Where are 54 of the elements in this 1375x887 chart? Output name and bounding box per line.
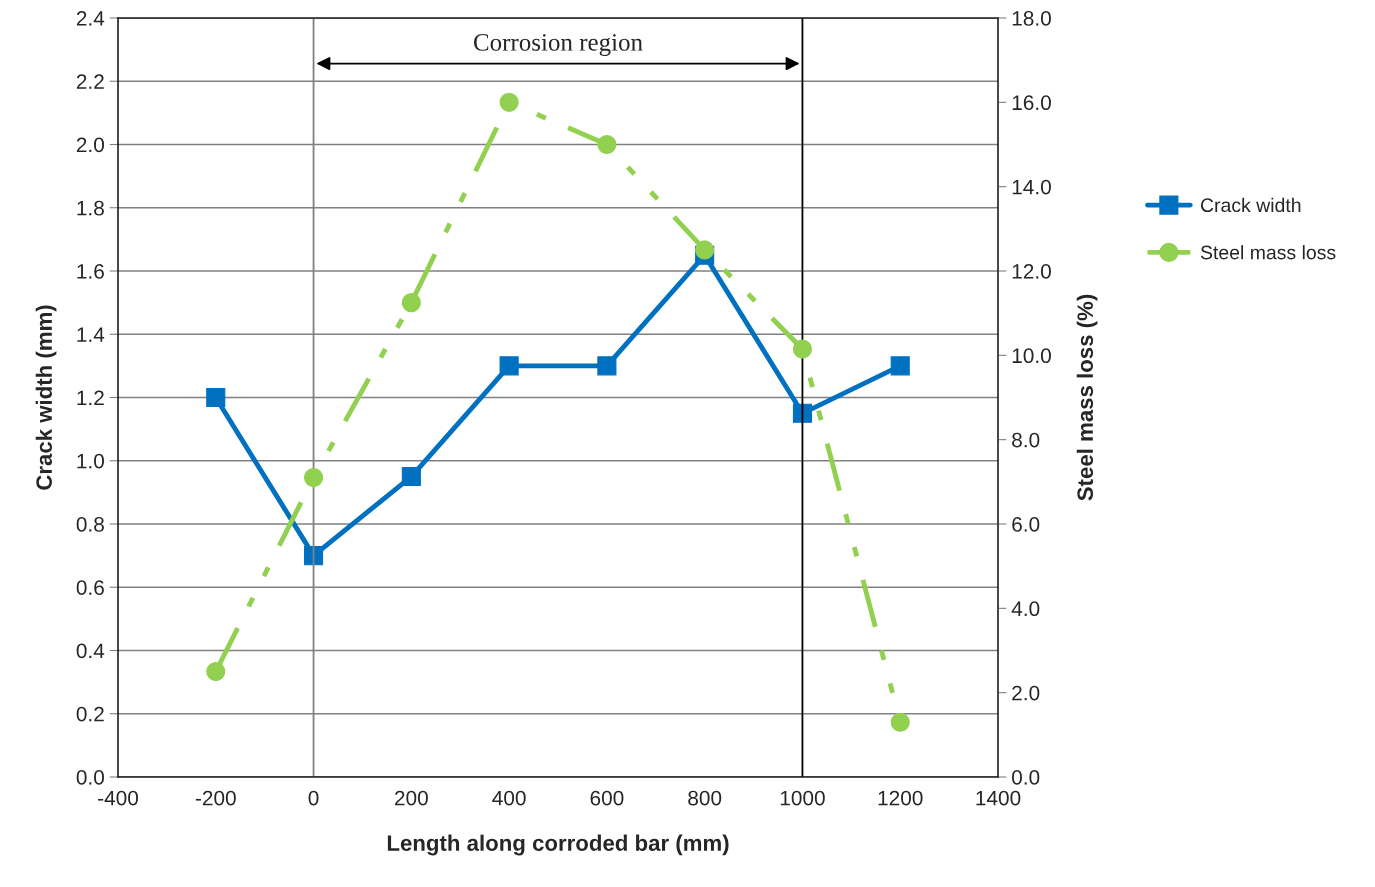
y-tick-label: 0.0 [76,770,104,785]
x-tick-label: -400 [98,790,139,806]
y-tick-label: 1.4 [77,327,105,342]
y2-tick-label: 8.0 [1012,432,1040,448]
x-tick-label: 1400 [976,790,1021,806]
y2-axis-title: Steel mass loss (%) [1076,294,1098,501]
y-tick-label: 2.4 [76,11,105,26]
y-tick-label: 1.8 [77,200,104,216]
y-tick-label: 0.4 [76,643,105,659]
y-axis-title: Crack width (mm) [35,305,57,490]
y-tick-label: 1.6 [77,264,104,279]
x-tick-label: 800 [688,790,722,806]
point [597,134,617,155]
point [401,293,421,313]
y2-tick-label: 4.0 [1011,601,1040,617]
x-tick-label: 600 [590,790,624,806]
point [206,387,226,408]
y2-tick-label: 16.0 [1012,95,1051,111]
y-tick-label: 1.2 [77,390,104,406]
y-tick-label: 0.6 [76,580,104,595]
point [597,356,617,376]
legend-label: Steel mass loss [1200,245,1336,260]
legend-label: Crack width [1200,197,1301,213]
y2-tick-label: 14.0 [1012,179,1051,195]
point [304,546,324,566]
y2-tick-label: 12.0 [1012,264,1051,279]
x-tick-label: 1000 [780,790,825,806]
x-tick-label: 1200 [878,790,923,806]
y-tick-label: 0.2 [76,706,104,722]
y-tick-label: 1.0 [77,453,104,469]
x-tick-label: -200 [195,790,236,806]
point [890,356,910,376]
y2-tick-label: 6.0 [1012,517,1040,532]
y2-tick-label: 0.0 [1012,770,1040,785]
point [792,339,812,359]
y-tick-label: 0.8 [76,517,104,532]
point [792,403,812,423]
point [695,240,715,260]
x-tick-label: 200 [395,790,428,806]
annotation: Corrosion region [473,34,643,56]
point [499,92,519,112]
y-tick-label: 2.2 [76,74,104,89]
point [499,356,519,376]
x-tick-label: 0 [308,790,319,806]
y2-tick-label: 10.0 [1012,348,1051,364]
point [206,662,226,682]
x-axis-title: Length along corroded bar (mm) [387,834,729,856]
x-tick-label: 400 [492,790,526,806]
point [304,468,324,488]
point [890,712,910,732]
y2-tick-label: 2.0 [1012,685,1040,701]
point [401,467,421,487]
y2-tick-label: 18.0 [1012,11,1051,26]
y-tick-label: 2.0 [76,137,104,153]
